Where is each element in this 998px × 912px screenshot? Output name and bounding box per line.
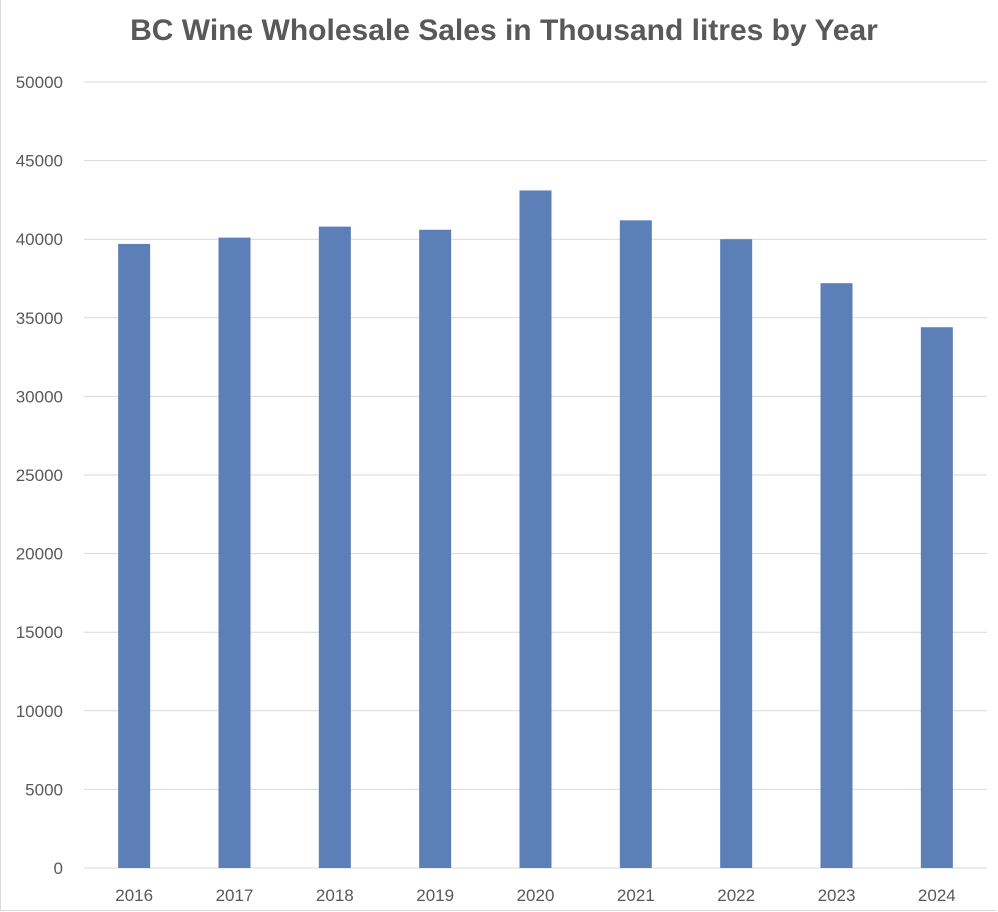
y-tick-label: 25000 bbox=[16, 466, 63, 485]
x-tick-label: 2018 bbox=[316, 886, 354, 905]
bar-2023 bbox=[820, 283, 853, 868]
y-tick-label: 45000 bbox=[16, 152, 63, 171]
y-tick-label: 40000 bbox=[16, 230, 63, 249]
y-axis-tick-labels: 0 5000 10000 15000 20000 25000 30000 35000 40000… bbox=[16, 73, 63, 878]
bar-2016 bbox=[118, 243, 151, 868]
bar-2019 bbox=[419, 229, 452, 868]
x-tick-label: 2016 bbox=[115, 886, 153, 905]
y-tick-label: 5000 bbox=[25, 780, 63, 799]
y-tick-label: 10000 bbox=[16, 702, 63, 721]
bar-2018 bbox=[318, 226, 351, 868]
bars bbox=[118, 190, 953, 869]
y-tick-label: 15000 bbox=[16, 623, 63, 642]
bar-2024 bbox=[920, 327, 953, 868]
x-axis-tick-labels: 2016 2017 2018 2019 2020 2021 2022 2023 2024 bbox=[115, 886, 955, 905]
y-tick-label: 20000 bbox=[16, 545, 63, 564]
x-tick-label: 2022 bbox=[717, 886, 755, 905]
x-tick-label: 2020 bbox=[517, 886, 555, 905]
bar-2017 bbox=[218, 237, 251, 869]
bar-2021 bbox=[619, 220, 652, 868]
y-tick-label: 0 bbox=[54, 859, 63, 878]
y-tick-label: 35000 bbox=[16, 309, 63, 328]
x-tick-label: 2019 bbox=[416, 886, 454, 905]
y-tick-label: 30000 bbox=[16, 387, 63, 406]
chart-title: BC Wine Wholesale Sales in Thousand litr… bbox=[130, 14, 878, 47]
bar-2022 bbox=[720, 239, 753, 868]
y-tick-label: 50000 bbox=[16, 73, 63, 92]
x-tick-label: 2017 bbox=[216, 886, 254, 905]
x-tick-label: 2024 bbox=[918, 886, 956, 905]
x-tick-label: 2021 bbox=[617, 886, 655, 905]
x-tick-label: 2023 bbox=[818, 886, 856, 905]
bar-2020 bbox=[519, 190, 552, 868]
